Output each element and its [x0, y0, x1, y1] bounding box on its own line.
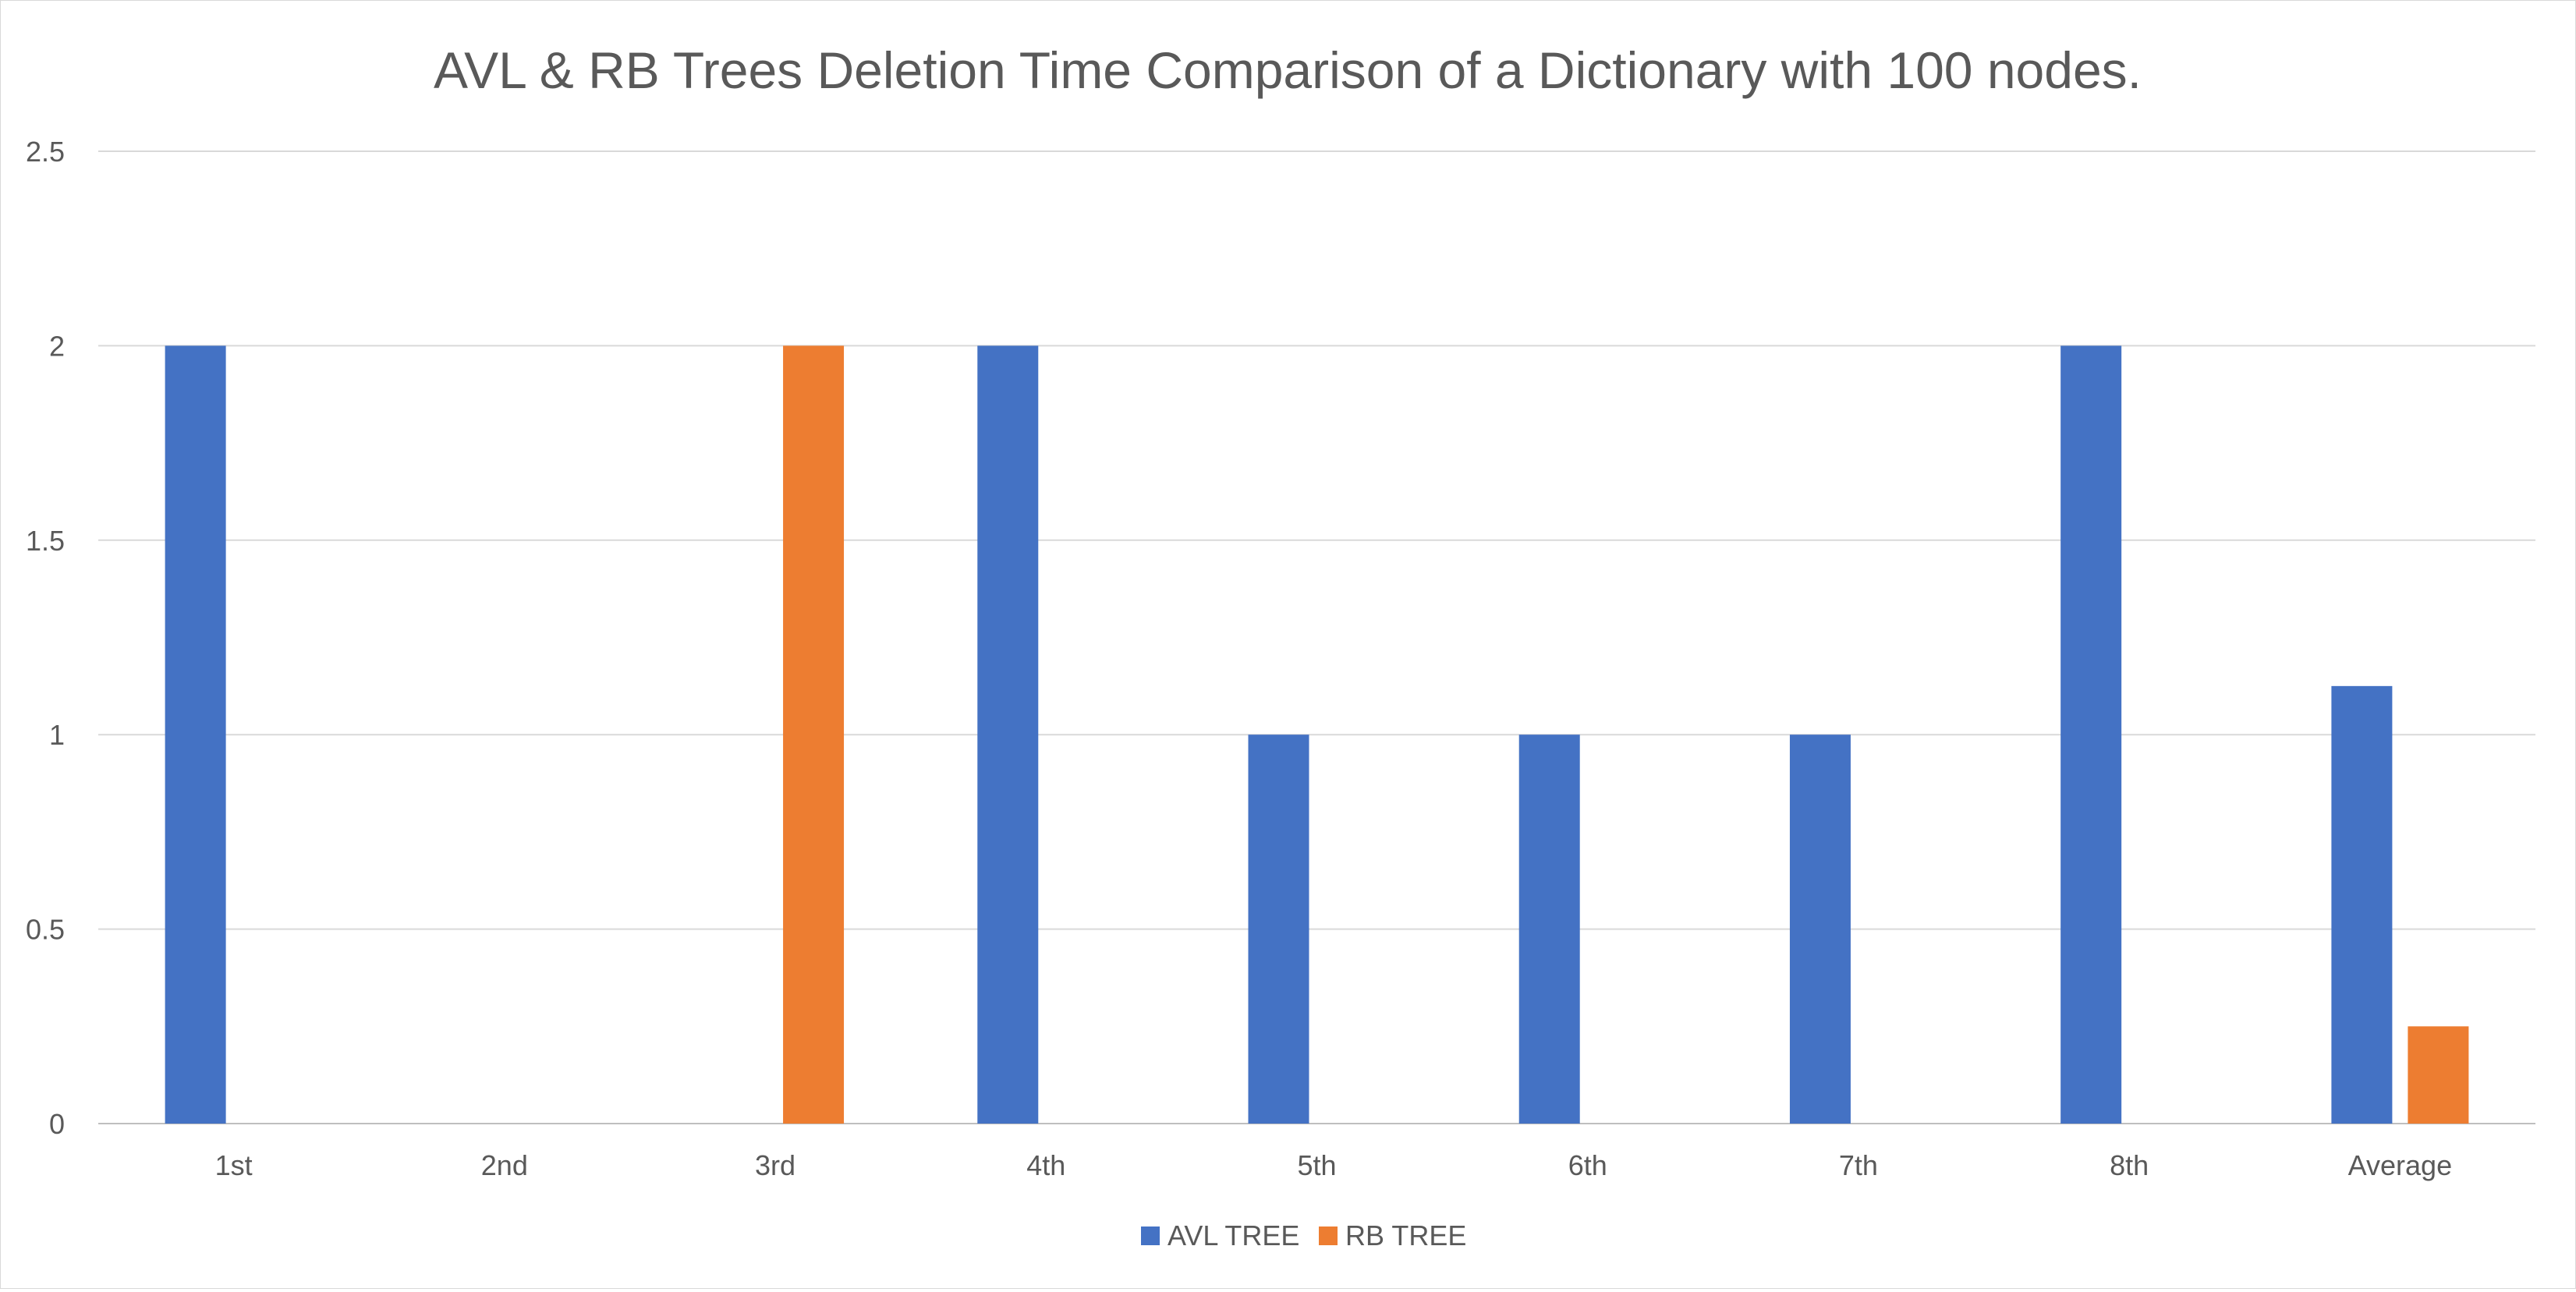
- bar-rb-tree-average: [2408, 1026, 2469, 1124]
- gridlines: [98, 150, 2535, 1124]
- y-axis-ticks: 0 0.5 1 1.5 2 2.5: [26, 136, 65, 1140]
- x-axis-ticks: 1st 2nd 3rd 4th 5th 6th 7th 8th Average: [215, 1149, 2453, 1181]
- bar-avl-tree-7th: [1789, 734, 1851, 1124]
- x-tick-label: 2nd: [481, 1149, 528, 1181]
- x-tick-label: 6th: [1568, 1149, 1607, 1181]
- x-tick-label: Average: [2348, 1149, 2452, 1181]
- chart-title: AVL & RB Trees Deletion Time Comparison …: [434, 41, 2142, 99]
- x-tick-label: 4th: [1026, 1149, 1065, 1181]
- bars: [165, 345, 2469, 1124]
- bar-avl-tree-6th: [1518, 734, 1580, 1124]
- y-tick-label: 2.5: [26, 136, 65, 168]
- y-tick-label: 0: [49, 1108, 65, 1140]
- legend-swatch: [1141, 1227, 1160, 1245]
- x-tick-label: 7th: [1839, 1149, 1878, 1181]
- y-tick-label: 1: [49, 719, 65, 751]
- x-tick-label: 1st: [215, 1149, 253, 1181]
- legend-label: AVL TREE: [1168, 1219, 1299, 1251]
- legend: AVL TREE RB TREE: [1141, 1219, 1466, 1251]
- bar-avl-tree-1st: [165, 345, 226, 1124]
- legend-swatch: [1319, 1227, 1338, 1245]
- bar-avl-tree-5th: [1248, 734, 1309, 1124]
- x-tick-label: 8th: [2110, 1149, 2149, 1181]
- x-tick-label: 3rd: [755, 1149, 795, 1181]
- bar-avl-tree-4th: [977, 345, 1039, 1124]
- y-tick-label: 1.5: [26, 525, 65, 557]
- y-tick-label: 2: [49, 330, 65, 362]
- legend-label: RB TREE: [1345, 1219, 1466, 1251]
- bar-avl-tree-8th: [2060, 345, 2122, 1124]
- y-tick-label: 0.5: [26, 914, 65, 946]
- x-tick-label: 5th: [1297, 1149, 1336, 1181]
- bar-avl-tree-average: [2331, 685, 2393, 1124]
- bar-rb-tree-3rd: [783, 345, 845, 1124]
